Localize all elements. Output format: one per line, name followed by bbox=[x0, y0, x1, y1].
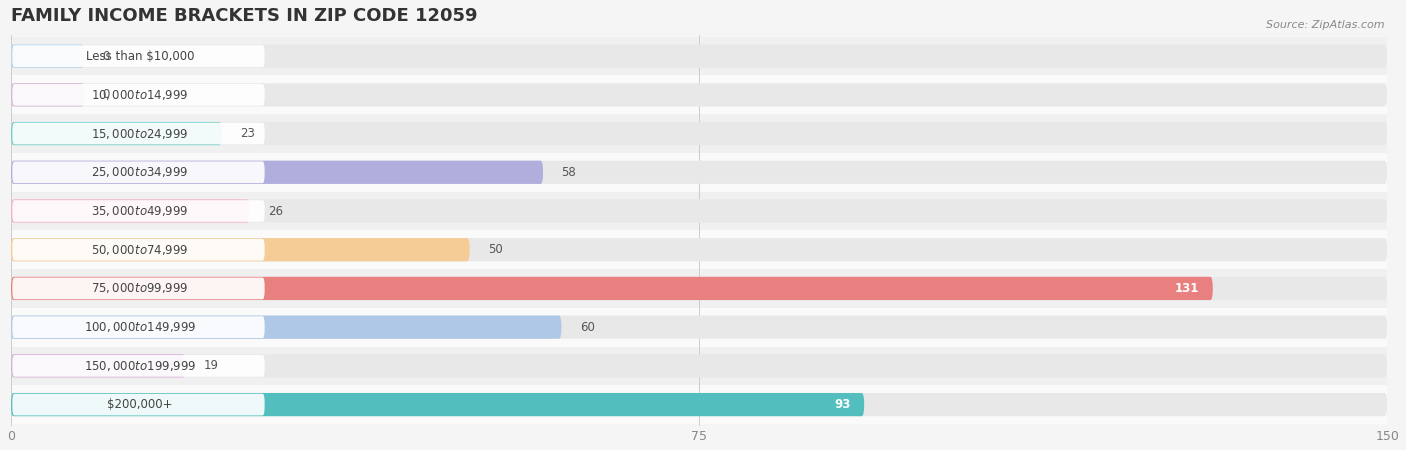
FancyBboxPatch shape bbox=[11, 161, 1388, 184]
FancyBboxPatch shape bbox=[13, 200, 264, 222]
FancyBboxPatch shape bbox=[11, 393, 1388, 416]
FancyBboxPatch shape bbox=[13, 394, 264, 415]
Text: Source: ZipAtlas.com: Source: ZipAtlas.com bbox=[1267, 20, 1385, 30]
Text: 131: 131 bbox=[1174, 282, 1199, 295]
FancyBboxPatch shape bbox=[13, 355, 264, 377]
Bar bbox=[11, 230, 1388, 269]
Bar bbox=[11, 308, 1388, 346]
FancyBboxPatch shape bbox=[11, 83, 84, 107]
FancyBboxPatch shape bbox=[11, 45, 84, 68]
Bar bbox=[11, 192, 1388, 230]
Text: $25,000 to $34,999: $25,000 to $34,999 bbox=[91, 165, 188, 179]
Bar bbox=[11, 153, 1388, 192]
Text: 58: 58 bbox=[561, 166, 576, 179]
Bar bbox=[11, 76, 1388, 114]
FancyBboxPatch shape bbox=[11, 199, 1388, 223]
Text: 60: 60 bbox=[579, 321, 595, 333]
FancyBboxPatch shape bbox=[11, 277, 1388, 300]
FancyBboxPatch shape bbox=[11, 238, 1388, 261]
Text: $100,000 to $149,999: $100,000 to $149,999 bbox=[83, 320, 195, 334]
FancyBboxPatch shape bbox=[11, 161, 543, 184]
Text: $35,000 to $49,999: $35,000 to $49,999 bbox=[91, 204, 188, 218]
Text: 23: 23 bbox=[240, 127, 254, 140]
FancyBboxPatch shape bbox=[11, 199, 249, 223]
FancyBboxPatch shape bbox=[11, 122, 222, 145]
Bar bbox=[11, 114, 1388, 153]
Text: $200,000+: $200,000+ bbox=[107, 398, 173, 411]
Bar bbox=[11, 346, 1388, 385]
FancyBboxPatch shape bbox=[13, 239, 264, 261]
FancyBboxPatch shape bbox=[11, 354, 186, 378]
Text: $15,000 to $24,999: $15,000 to $24,999 bbox=[91, 126, 188, 140]
Text: $50,000 to $74,999: $50,000 to $74,999 bbox=[91, 243, 188, 256]
Text: 19: 19 bbox=[204, 360, 218, 373]
FancyBboxPatch shape bbox=[11, 315, 561, 339]
Text: 0: 0 bbox=[103, 88, 110, 101]
FancyBboxPatch shape bbox=[13, 123, 264, 144]
Text: FAMILY INCOME BRACKETS IN ZIP CODE 12059: FAMILY INCOME BRACKETS IN ZIP CODE 12059 bbox=[11, 7, 478, 25]
FancyBboxPatch shape bbox=[13, 162, 264, 183]
FancyBboxPatch shape bbox=[13, 278, 264, 299]
FancyBboxPatch shape bbox=[11, 277, 1213, 300]
FancyBboxPatch shape bbox=[13, 84, 264, 106]
FancyBboxPatch shape bbox=[13, 316, 264, 338]
Text: $10,000 to $14,999: $10,000 to $14,999 bbox=[91, 88, 188, 102]
Text: $150,000 to $199,999: $150,000 to $199,999 bbox=[83, 359, 195, 373]
Bar bbox=[11, 269, 1388, 308]
Text: Less than $10,000: Less than $10,000 bbox=[86, 50, 194, 63]
FancyBboxPatch shape bbox=[11, 238, 470, 261]
Bar bbox=[11, 385, 1388, 424]
Text: 26: 26 bbox=[267, 204, 283, 217]
FancyBboxPatch shape bbox=[13, 45, 264, 67]
FancyBboxPatch shape bbox=[11, 315, 1388, 339]
Text: 0: 0 bbox=[103, 50, 110, 63]
Text: 93: 93 bbox=[834, 398, 851, 411]
Text: 50: 50 bbox=[488, 243, 503, 256]
Text: $75,000 to $99,999: $75,000 to $99,999 bbox=[91, 281, 188, 296]
FancyBboxPatch shape bbox=[11, 393, 865, 416]
Bar bbox=[11, 37, 1388, 76]
FancyBboxPatch shape bbox=[11, 45, 1388, 68]
FancyBboxPatch shape bbox=[11, 83, 1388, 107]
FancyBboxPatch shape bbox=[11, 122, 1388, 145]
FancyBboxPatch shape bbox=[11, 354, 1388, 378]
